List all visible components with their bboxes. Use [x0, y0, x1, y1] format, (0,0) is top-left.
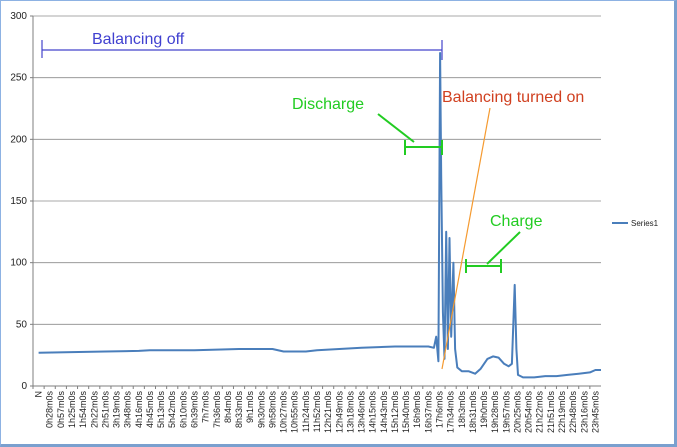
balancing-off-label: Balancing off [92, 31, 185, 48]
x-tick-label: 21h51m0s [546, 391, 556, 434]
balancing-turned-on-pointer [441, 107, 491, 370]
x-tick-label: 1h25m0s [67, 391, 77, 429]
x-tick-label: 15h12m0s [390, 391, 400, 434]
x-axis: N 0h28m0s 0h57m0s 1h25m0s 1h54m0s 2h22m0s 2h51… [32, 385, 601, 434]
y-tick-label: 100 [10, 258, 27, 269]
x-tick-label: 14h15m0s [368, 391, 378, 434]
x-tick-label: 6h10m0s [178, 391, 188, 429]
x-tick-label: 9h30m0s [256, 391, 266, 429]
charge-pointer [486, 231, 521, 265]
x-tick-label: 14h43m0s [379, 391, 389, 434]
y-tick-label: 150 [10, 196, 27, 207]
x-tick-label: 11h52m0s [312, 391, 322, 433]
charge-label: Charge [490, 213, 543, 230]
x-tick-label: 21h22m0s [535, 391, 545, 434]
x-tick-label: 0h28m0s [45, 391, 55, 429]
x-tick-label: 20h54m0s [524, 391, 534, 434]
x-tick-label: 5h13m0s [156, 391, 166, 429]
x-tick-label: 22h48m0s [568, 391, 578, 434]
discharge-label: Discharge [292, 96, 364, 113]
y-axis: 0 50 100 150 200 250 300 [10, 11, 34, 392]
x-tick-label: 8h33m0s [234, 391, 244, 429]
x-tick-label: 9h1m0s [245, 391, 255, 424]
x-tick-label: 23h16m0s [579, 391, 589, 434]
series-group [38, 52, 601, 379]
x-tick-label: 0h57m0s [56, 391, 66, 429]
x-tick-label: N [34, 391, 44, 398]
x-tick-label: 23h45m0s [590, 391, 600, 434]
x-tick-label: 5h42m0s [167, 391, 177, 429]
x-tick-label: 6h39m0s [189, 391, 199, 429]
annotation-discharge: Discharge [292, 96, 443, 155]
gridlines [33, 15, 601, 325]
legend: Series1 [612, 219, 659, 228]
x-tick-label: 2h22m0s [89, 391, 99, 429]
annotation-charge: Charge [465, 213, 543, 273]
x-tick-label: 16h9m0s [412, 391, 422, 429]
x-tick-label: 15h40m0s [401, 391, 411, 434]
balancing-turned-on-label: Balancing turned on [442, 89, 584, 106]
x-tick-label: 19h0m0s [479, 391, 489, 429]
x-tick-label: 19h57m0s [501, 391, 511, 434]
annotation-balancing-off: Balancing off [41, 31, 443, 60]
y-tick-label: 200 [10, 134, 27, 145]
x-tick-label: 7h7m0s [201, 391, 211, 424]
x-tick-label: 8h4m0s [223, 391, 233, 424]
x-tick-label: 22h19m0s [557, 391, 567, 434]
x-tick-label: 4h45m0s [145, 391, 155, 429]
x-tick-label: 13h46m0s [357, 391, 367, 434]
x-tick-label: 13h18m0s [345, 391, 355, 434]
annotation-balancing-turned-on: Balancing turned on [441, 89, 584, 370]
x-tick-label: 17h6m0s [435, 391, 445, 429]
y-tick-label: 300 [10, 11, 27, 22]
x-tick-label: 19h28m0s [490, 391, 500, 434]
y-tick-label: 50 [16, 319, 28, 330]
x-tick-label: 10h55m0s [290, 391, 300, 434]
x-tick-label: 20h25m0s [512, 391, 522, 434]
discharge-pointer [377, 113, 415, 143]
legend-series1-label: Series1 [631, 219, 659, 228]
x-tick-label: 1h54m0s [78, 391, 88, 429]
x-tick-label: 18h3m0s [457, 391, 467, 429]
x-tick-label: 4h16m0s [134, 391, 144, 429]
y-tick-label: 0 [21, 381, 27, 392]
y-tick-label: 250 [10, 73, 27, 84]
x-tick-label: 9h58m0s [267, 391, 277, 429]
x-tick-label: 10h27m0s [279, 391, 289, 434]
x-tick-label: 2h51m0s [100, 391, 110, 429]
x-tick-label: 11h24m0s [301, 391, 311, 433]
x-tick-label: 3h19m0s [112, 391, 122, 429]
x-tick-label: 18h31m0s [468, 391, 478, 434]
x-tick-label: 17h34m0s [446, 391, 456, 434]
series-line-1 [38, 52, 601, 379]
x-tick-label: 12h21m0s [323, 391, 333, 434]
x-tick-label: 16h37m0s [423, 391, 433, 434]
x-tick-label: 3h48m0s [123, 391, 133, 429]
x-tick-label: 12h49m0s [334, 391, 344, 434]
x-tick-label: 7h36m0s [212, 391, 222, 429]
